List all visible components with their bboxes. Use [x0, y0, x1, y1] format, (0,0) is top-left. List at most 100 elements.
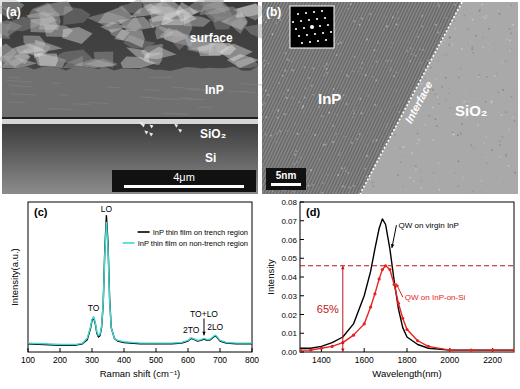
- flake: [149, 133, 153, 137]
- noise: [482, 37, 484, 39]
- noise: [367, 19, 369, 21]
- layer-label: InP: [205, 83, 224, 97]
- inp-texture: [8, 101, 25, 103]
- noise: [445, 17, 447, 19]
- noise: [424, 124, 426, 126]
- flake: [149, 124, 153, 128]
- noise: [512, 24, 514, 26]
- noise: [323, 144, 325, 146]
- noise: [354, 177, 356, 179]
- noise: [462, 64, 464, 66]
- inp-texture: [183, 97, 193, 99]
- noise: [381, 135, 383, 137]
- lattice-fringe: [184, 2, 274, 194]
- noise: [359, 24, 361, 26]
- y-axis-label: Intensity(a.u.): [9, 248, 20, 306]
- x-tick: [188, 348, 189, 352]
- y-tick: [300, 295, 304, 296]
- annotation: 2LO: [207, 322, 223, 332]
- noise: [413, 180, 415, 182]
- noise: [376, 55, 378, 57]
- noise: [349, 187, 351, 189]
- noise: [348, 192, 350, 194]
- noise: [438, 3, 440, 5]
- series-marker: [320, 347, 323, 350]
- noise: [437, 32, 439, 34]
- y-tick-label: 0.02: [281, 311, 297, 320]
- noise: [433, 6, 435, 8]
- noise: [453, 134, 455, 136]
- noise: [294, 123, 296, 125]
- figure: surfaceInPSiO₂Si4μm(a)InterfaceInPSiO₂5n…: [0, 0, 520, 389]
- x-tick: [28, 348, 29, 352]
- noise: [489, 152, 491, 154]
- noise: [352, 116, 354, 118]
- noise: [453, 134, 455, 136]
- noise: [301, 97, 303, 99]
- annotation: LO: [101, 204, 113, 214]
- noise: [292, 70, 294, 72]
- noise: [361, 137, 363, 139]
- scale-bar-text: 5nm: [276, 170, 297, 181]
- noise: [343, 94, 345, 96]
- noise: [450, 107, 452, 109]
- noise: [264, 102, 266, 104]
- noise: [499, 144, 501, 146]
- noise: [401, 137, 403, 139]
- noise: [492, 46, 494, 48]
- interface-label: Interface: [402, 79, 434, 125]
- series-marker: [401, 317, 404, 320]
- noise: [472, 191, 474, 193]
- noise: [350, 4, 352, 6]
- noise: [499, 141, 501, 143]
- noise: [502, 136, 504, 138]
- x-tick: [92, 348, 93, 352]
- noise: [377, 21, 379, 23]
- x-tick-label: 700: [213, 355, 227, 365]
- noise: [351, 142, 353, 144]
- noise: [344, 167, 346, 169]
- noise: [435, 180, 437, 182]
- noise: [359, 133, 361, 135]
- noise: [493, 162, 495, 164]
- noise: [346, 60, 348, 62]
- noise: [408, 88, 410, 90]
- noise: [265, 134, 267, 136]
- surface-texture: [30, 17, 57, 33]
- noise: [448, 19, 450, 21]
- lattice-fringe: [171, 2, 261, 194]
- noise: [479, 10, 481, 12]
- panel-a: surfaceInPSiO₂Si4μm(a): [0, 0, 279, 194]
- x-tick-label: 1400: [312, 355, 331, 365]
- noise: [345, 170, 347, 172]
- noise: [462, 177, 464, 179]
- noise: [497, 10, 499, 12]
- lattice-fringe: [347, 2, 437, 194]
- legend-swatch: [138, 231, 150, 233]
- surface-texture: [219, 44, 253, 62]
- noise: [310, 169, 312, 171]
- noise: [404, 91, 406, 93]
- noise: [341, 167, 343, 169]
- y-tick: [300, 239, 304, 240]
- noise: [282, 75, 284, 77]
- lattice-fringe: [449, 2, 520, 194]
- noise: [417, 36, 419, 38]
- noise: [506, 39, 508, 41]
- inp-layer: [2, 66, 258, 118]
- noise: [314, 134, 316, 136]
- noise: [334, 111, 336, 113]
- noise: [512, 117, 514, 119]
- lattice-fringe: [356, 2, 446, 194]
- noise: [430, 67, 432, 69]
- fft-spot: [306, 34, 308, 36]
- noise: [402, 155, 404, 157]
- noise: [353, 70, 355, 72]
- noise: [411, 49, 413, 51]
- x-tick: [124, 348, 125, 352]
- noise: [486, 15, 488, 17]
- lattice-fringe: [440, 2, 520, 194]
- x-tick-label: 800: [245, 355, 259, 365]
- noise: [443, 54, 445, 56]
- lattice-fringe: [376, 2, 466, 194]
